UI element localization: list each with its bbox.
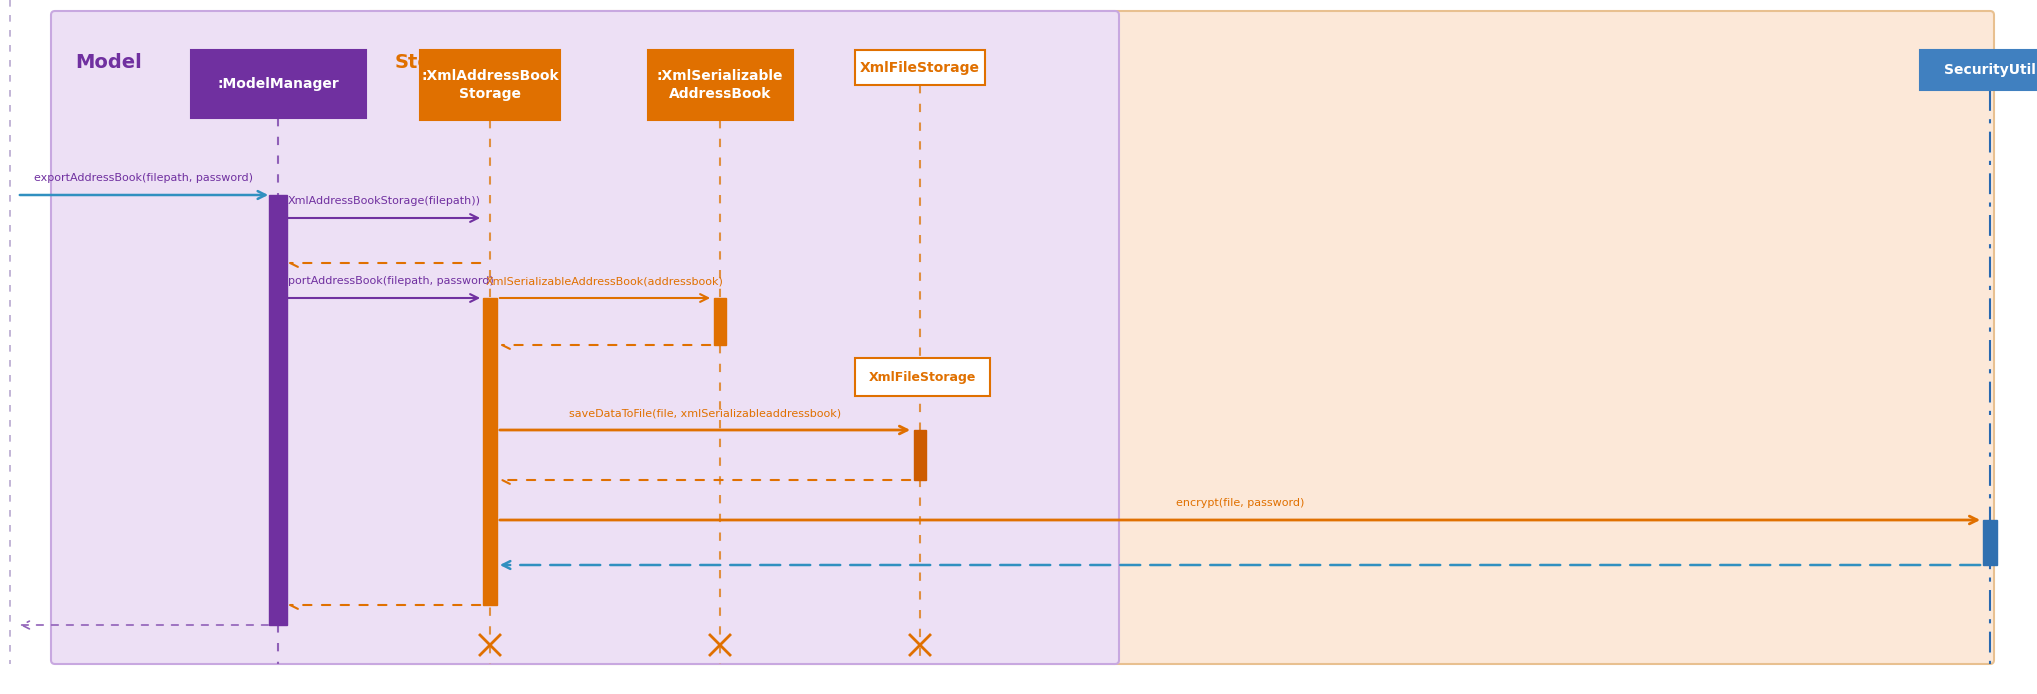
Bar — [1921, 50, 2037, 90]
Bar — [856, 50, 986, 85]
Text: encrypt(file, password): encrypt(file, password) — [1175, 498, 1304, 508]
Text: XmlAddressBookStorage(filepath)): XmlAddressBookStorage(filepath)) — [287, 196, 481, 206]
Text: XmlFileStorage: XmlFileStorage — [870, 371, 976, 384]
Text: XmlFileStorage: XmlFileStorage — [860, 60, 980, 74]
Bar — [420, 50, 560, 120]
Text: Storage: Storage — [395, 53, 483, 72]
Text: importAddressBook(filepath, password): importAddressBook(filepath, password) — [275, 276, 493, 286]
Text: :ModelManager: :ModelManager — [218, 77, 338, 91]
Text: saveDataToFile(file, xmlSerializableaddressbook): saveDataToFile(file, xmlSerializableaddr… — [568, 408, 841, 418]
Bar — [715, 298, 725, 345]
Bar — [856, 358, 990, 396]
Text: exportAddressBook(filepath, password): exportAddressBook(filepath, password) — [35, 173, 253, 183]
FancyBboxPatch shape — [367, 11, 1994, 664]
Text: SecurityUtil: SecurityUtil — [1943, 63, 2035, 77]
Bar — [269, 195, 287, 625]
Bar — [648, 50, 792, 120]
Bar — [483, 298, 497, 605]
Text: :XmlAddressBook
Storage: :XmlAddressBook Storage — [422, 69, 558, 101]
Text: XmlSerializableAddressBook(addressbook): XmlSerializableAddressBook(addressbook) — [487, 276, 723, 286]
Text: Model: Model — [75, 53, 143, 72]
Bar — [915, 430, 927, 480]
Bar — [1982, 520, 1996, 565]
Bar — [191, 50, 365, 118]
Text: :XmlSerializable
AddressBook: :XmlSerializable AddressBook — [656, 69, 784, 101]
FancyBboxPatch shape — [51, 11, 1118, 664]
